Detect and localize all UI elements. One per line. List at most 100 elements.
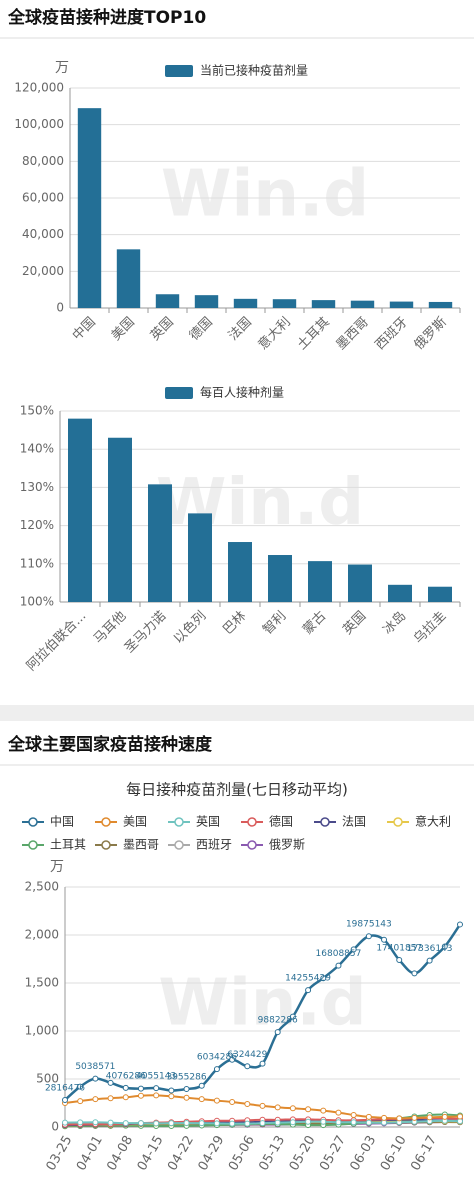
point	[62, 1096, 68, 1103]
bar	[108, 437, 132, 602]
point	[92, 1119, 99, 1126]
point	[381, 936, 388, 943]
data-label: 4055143	[136, 1072, 176, 1082]
legend-label: 法国	[342, 815, 366, 829]
point	[153, 1092, 160, 1099]
point	[457, 1118, 463, 1125]
bar	[428, 586, 452, 602]
bar	[233, 298, 258, 308]
watermark: Win.d	[158, 967, 366, 1041]
bar	[388, 584, 412, 602]
legend-marker	[393, 817, 403, 827]
data-label: 19875143	[346, 920, 392, 930]
legend-label: 德国	[269, 814, 293, 829]
bar	[308, 561, 332, 602]
point	[259, 1102, 266, 1109]
point	[411, 970, 418, 977]
point	[335, 1109, 342, 1116]
point	[350, 946, 357, 953]
point	[320, 1118, 327, 1125]
point	[381, 1119, 388, 1126]
point	[457, 921, 463, 928]
data-label: 6324429	[227, 1050, 267, 1060]
section-title: 全球主要国家疫苗接种速度	[7, 734, 213, 755]
data-label: 17336143	[407, 944, 453, 954]
y-tick-label: 2,000	[25, 928, 59, 942]
legend-label: 西班牙	[196, 838, 232, 852]
y-tick-label: 100%	[20, 595, 54, 609]
bar	[348, 564, 372, 602]
y-tick-label: 500	[36, 1072, 59, 1086]
point	[137, 1092, 144, 1099]
point	[365, 1113, 372, 1120]
point	[274, 1119, 281, 1126]
point	[168, 1120, 175, 1127]
legend-label: 美国	[123, 815, 147, 829]
bar	[350, 300, 375, 308]
separator	[0, 705, 474, 721]
legend-marker	[101, 817, 111, 827]
data-label: 6034286	[197, 1053, 237, 1063]
legend-marker	[174, 817, 184, 827]
point	[244, 1100, 251, 1107]
bar	[389, 301, 414, 308]
point	[274, 1104, 281, 1111]
bar	[272, 299, 297, 308]
section-title: 全球疫苗接种进度TOP10	[7, 7, 206, 28]
point	[92, 1096, 99, 1103]
point	[122, 1094, 129, 1101]
point	[153, 1085, 160, 1092]
point	[122, 1084, 129, 1091]
point	[259, 1060, 266, 1067]
point	[168, 1093, 175, 1100]
chart-title: 每日接种疫苗剂量(七日移动平均)	[126, 781, 348, 799]
y-tick-label: 1,500	[25, 976, 59, 990]
point	[107, 1119, 114, 1126]
bar	[155, 294, 180, 308]
point	[183, 1094, 190, 1101]
y-tick-label: 0	[56, 301, 64, 315]
legend-label: 意大利	[415, 814, 451, 829]
point	[107, 1095, 114, 1102]
point	[77, 1083, 84, 1090]
point	[259, 1120, 266, 1127]
legend-label: 当前已接种疫苗剂量	[200, 63, 308, 78]
y-tick-label: 130%	[20, 480, 54, 494]
y-tick-label: 0	[51, 1120, 59, 1134]
point	[289, 1105, 296, 1112]
data-label: 16808857	[316, 949, 362, 959]
y-tick-label: 1,000	[25, 1024, 59, 1038]
watermark: Win.d	[156, 466, 364, 540]
point	[441, 1113, 448, 1120]
bar	[311, 300, 336, 308]
y-tick-label: 40,000	[22, 227, 64, 241]
data-label: 3955286	[166, 1073, 206, 1083]
bar	[428, 301, 453, 308]
y-tick-label: 2,500	[25, 880, 59, 894]
y-unit: 万	[50, 859, 64, 875]
point	[137, 1120, 144, 1127]
point	[320, 975, 327, 982]
legend-marker	[320, 817, 330, 827]
point	[289, 1119, 296, 1126]
point	[213, 1066, 220, 1073]
point	[244, 1120, 251, 1127]
data-label: 2816476	[45, 1083, 85, 1093]
legend-label: 俄罗斯	[269, 838, 305, 852]
legend-marker	[247, 840, 257, 850]
bar	[188, 513, 212, 602]
point	[335, 962, 342, 969]
point	[198, 1082, 205, 1089]
legend-marker	[28, 817, 38, 827]
legend-marker	[28, 840, 38, 850]
point	[426, 1114, 433, 1121]
point	[350, 1112, 357, 1118]
point	[244, 1063, 251, 1070]
point	[122, 1120, 129, 1127]
y-tick-label: 80,000	[22, 154, 64, 168]
point	[198, 1120, 205, 1127]
point	[213, 1120, 220, 1127]
point	[396, 1115, 403, 1122]
bar	[228, 542, 252, 602]
